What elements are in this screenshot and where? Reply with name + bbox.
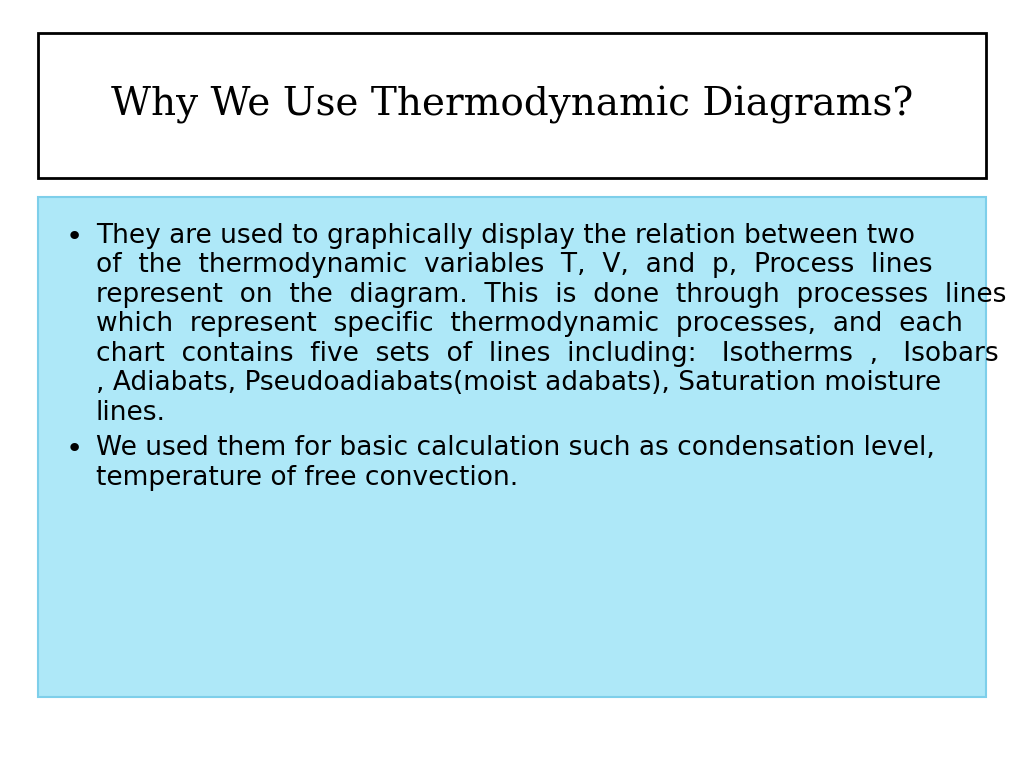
Text: •: • xyxy=(66,435,83,463)
Text: They are used to graphically display the relation between two: They are used to graphically display the… xyxy=(96,223,915,249)
Text: of  the  thermodynamic  variables  T,  V,  and  p,  Process  lines: of the thermodynamic variables T, V, and… xyxy=(96,253,933,279)
Text: chart  contains  five  sets  of  lines  including:   Isotherms  ,   Isobars: chart contains five sets of lines includ… xyxy=(96,341,998,367)
Text: temperature of free convection.: temperature of free convection. xyxy=(96,465,518,491)
Text: which  represent  specific  thermodynamic  processes,  and  each: which represent specific thermodynamic p… xyxy=(96,311,963,337)
Text: •: • xyxy=(66,223,83,251)
Text: We used them for basic calculation such as condensation level,: We used them for basic calculation such … xyxy=(96,435,935,461)
Text: Why We Use Thermodynamic Diagrams?: Why We Use Thermodynamic Diagrams? xyxy=(111,87,913,124)
Text: represent  on  the  diagram.  This  is  done  through  processes  lines: represent on the diagram. This is done t… xyxy=(96,282,1007,308)
Bar xyxy=(38,33,986,178)
Text: , Adiabats, Pseudoadiabats(moist adabats), Saturation moisture: , Adiabats, Pseudoadiabats(moist adabats… xyxy=(96,370,941,396)
Text: lines.: lines. xyxy=(96,399,166,425)
Bar xyxy=(38,197,986,697)
